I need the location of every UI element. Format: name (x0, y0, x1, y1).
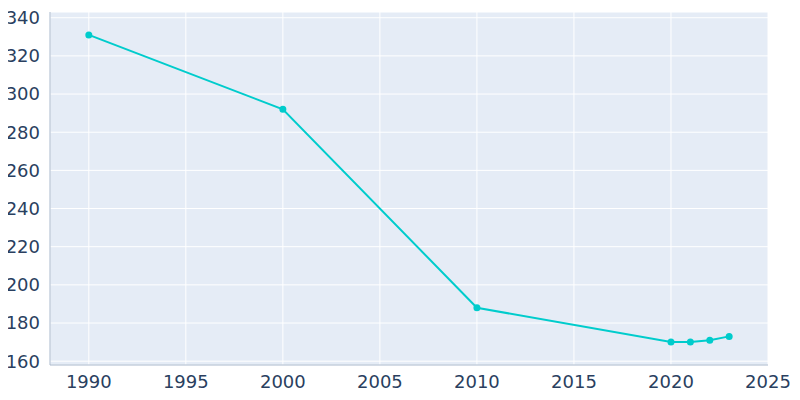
svg-text:1995: 1995 (163, 371, 209, 392)
svg-text:2025: 2025 (745, 371, 791, 392)
svg-text:340: 340 (8, 8, 40, 28)
svg-text:2010: 2010 (454, 371, 500, 392)
svg-text:220: 220 (8, 236, 40, 257)
svg-text:280: 280 (8, 122, 40, 143)
svg-text:160: 160 (8, 351, 40, 372)
svg-text:1990: 1990 (66, 371, 112, 392)
svg-text:300: 300 (8, 83, 40, 104)
svg-text:2020: 2020 (648, 371, 694, 392)
svg-text:240: 240 (8, 198, 40, 219)
svg-text:320: 320 (8, 45, 40, 66)
svg-text:2000: 2000 (260, 371, 306, 392)
svg-text:180: 180 (8, 312, 40, 333)
svg-text:200: 200 (8, 274, 40, 295)
svg-text:2005: 2005 (357, 371, 403, 392)
svg-text:2015: 2015 (551, 371, 597, 392)
svg-text:260: 260 (8, 160, 40, 181)
